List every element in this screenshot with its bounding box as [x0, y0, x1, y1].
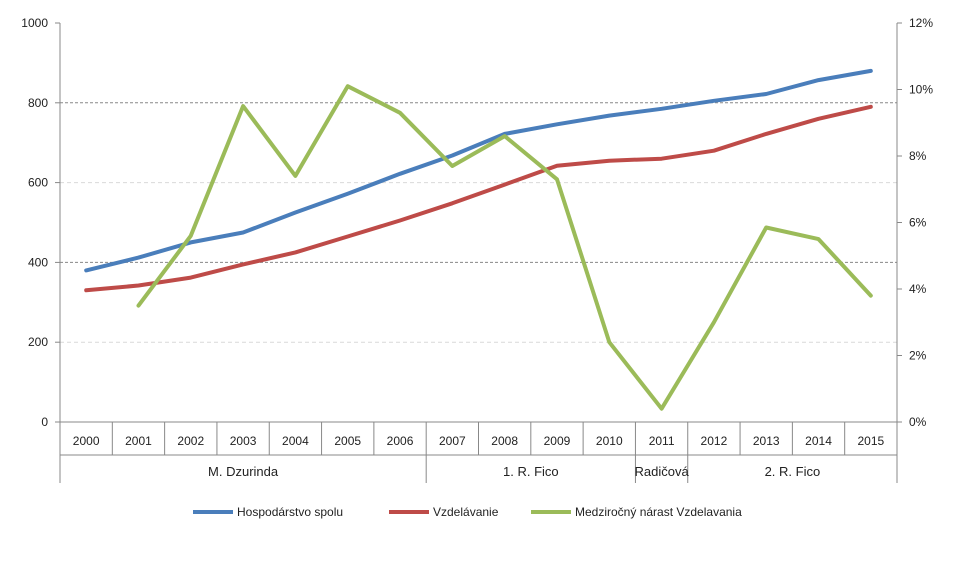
x-group-label: 1. R. Fico	[503, 464, 559, 479]
series-line	[84, 68, 873, 273]
x-group-label: M. Dzurinda	[208, 464, 279, 479]
x-tick-label: 2002	[177, 434, 204, 448]
x-tick-label: 2011	[649, 434, 675, 448]
y-right-tick-label: 2%	[909, 349, 927, 363]
x-tick-label: 2009	[544, 434, 571, 448]
series-lines	[84, 68, 873, 411]
x-axis-table: 2000 2001 2002 2003 2004 2005 2006 2007 2008 2009…	[59, 421, 898, 483]
y-left-tick-label: 0	[41, 415, 48, 429]
legend-label: Hospodárstvo spolu	[237, 505, 343, 519]
y-right-tick-label: 4%	[909, 282, 927, 296]
legend-label: Vzdelávanie	[433, 505, 499, 519]
x-tick-label: 2014	[805, 434, 832, 448]
series-line	[136, 84, 873, 411]
x-tick-label: 2013	[753, 434, 780, 448]
y-left-tick-label: 600	[28, 176, 48, 190]
x-tick-label: 2012	[701, 434, 728, 448]
axes: 0 200 400 600 800 1000 0% 2% 4% 6% 8% 10% 12%	[21, 16, 933, 429]
legend: Hospodárstvo spolu Vzdelávanie Medziročný …	[193, 505, 742, 519]
y-right-tick-label: 6%	[909, 216, 927, 230]
x-tick-label: 2001	[125, 434, 152, 448]
y-left-tick-label: 800	[28, 96, 48, 110]
x-group-label: 2. R. Fico	[765, 464, 821, 479]
series-line	[84, 104, 873, 293]
x-tick-label: 2008	[491, 434, 518, 448]
x-tick-label: 2007	[439, 434, 466, 448]
y-right-tick-label: 12%	[909, 16, 933, 30]
y-left-tick-label: 1000	[21, 16, 48, 30]
y-left-tick-label: 200	[28, 335, 48, 349]
y-left-tick-label: 400	[28, 255, 48, 269]
x-tick-label: 2015	[857, 434, 884, 448]
gridlines	[60, 102, 897, 343]
y-right-tick-label: 8%	[909, 149, 927, 163]
x-tick-label: 2006	[387, 434, 414, 448]
y-right-tick-label: 10%	[909, 83, 933, 97]
x-group-label: Radičová	[634, 464, 689, 479]
x-tick-label: 2000	[73, 434, 100, 448]
legend-label: Medziročný nárast Vzdelavania	[575, 505, 742, 519]
x-tick-label: 2010	[596, 434, 623, 448]
x-tick-label: 2003	[230, 434, 257, 448]
y-right-tick-label: 0%	[909, 415, 927, 429]
x-tick-label: 2004	[282, 434, 309, 448]
x-tick-label: 2005	[334, 434, 361, 448]
